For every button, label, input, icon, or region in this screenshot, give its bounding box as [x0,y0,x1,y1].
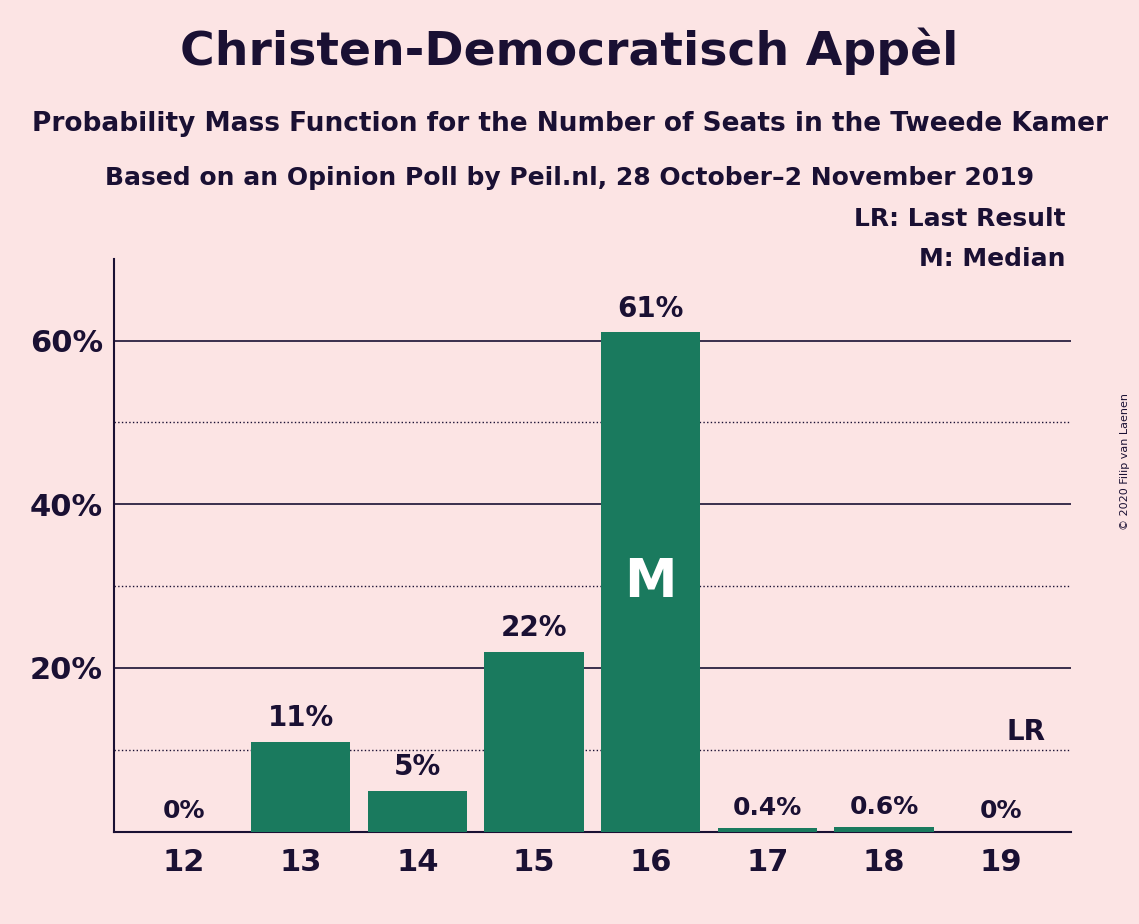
Text: M: Median: M: Median [919,248,1066,272]
Text: 0%: 0% [163,799,205,823]
Bar [601,333,700,832]
Text: M: M [624,556,677,608]
Bar [251,742,350,832]
Text: 5%: 5% [394,753,441,781]
Text: 22%: 22% [501,614,567,642]
Bar [835,827,934,832]
Bar [368,791,467,832]
Text: 0.6%: 0.6% [850,795,918,819]
Text: LR: Last Result: LR: Last Result [854,207,1066,231]
Text: Probability Mass Function for the Number of Seats in the Tweede Kamer: Probability Mass Function for the Number… [32,111,1107,137]
Text: LR: LR [1007,718,1046,746]
Text: Christen-Democratisch Appèl: Christen-Democratisch Appèl [180,28,959,75]
Bar [718,828,817,832]
Text: Based on an Opinion Poll by Peil.nl, 28 October–2 November 2019: Based on an Opinion Poll by Peil.nl, 28 … [105,166,1034,190]
Text: 61%: 61% [617,295,683,322]
Text: 0%: 0% [980,799,1022,823]
Text: 0.4%: 0.4% [732,796,802,821]
Bar [484,651,583,832]
Text: 11%: 11% [268,704,334,732]
Text: © 2020 Filip van Laenen: © 2020 Filip van Laenen [1120,394,1130,530]
